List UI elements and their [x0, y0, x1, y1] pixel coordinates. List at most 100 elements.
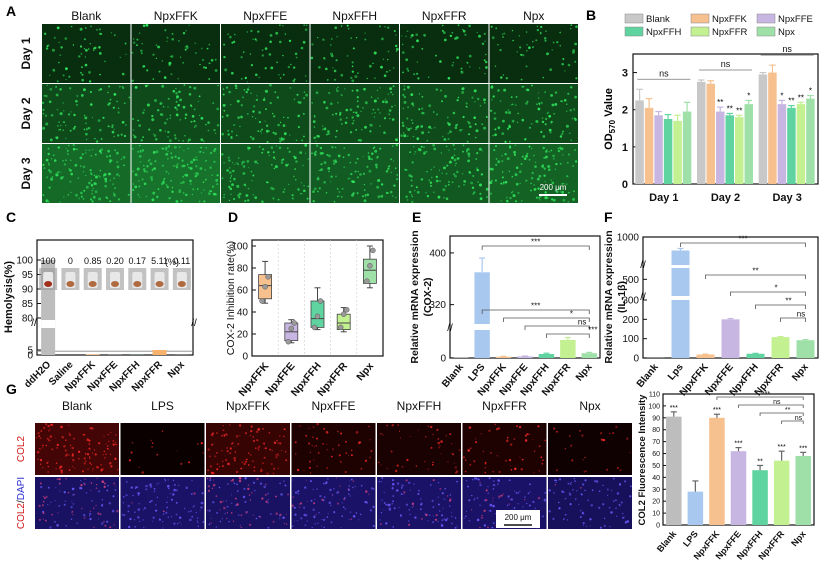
cell-dot — [411, 161, 414, 164]
cell-dot — [116, 173, 119, 176]
cell-dot — [282, 124, 286, 127]
cell-dot — [171, 38, 174, 41]
cell-dot — [432, 515, 434, 517]
micrograph-tile — [42, 24, 131, 83]
cell-dot — [209, 190, 212, 193]
cell-dot — [258, 146, 261, 148]
cell-dot — [479, 197, 483, 201]
cell-dot — [351, 89, 354, 92]
cell-dot — [484, 40, 486, 42]
panel-g-column-label: Blank — [62, 399, 93, 413]
data-point — [343, 307, 350, 313]
cell-dot — [573, 190, 575, 193]
cell-dot — [117, 198, 121, 201]
panel-g-column-label: Npx — [579, 399, 600, 413]
cell-dot — [411, 502, 415, 505]
ns-annotation: ns — [782, 44, 792, 54]
cell-dot — [95, 140, 99, 143]
cell-dot — [94, 137, 96, 140]
cell-dot — [149, 500, 152, 503]
cell-dot — [265, 129, 269, 133]
cell-dot — [136, 44, 138, 46]
cell-dot — [242, 172, 246, 175]
cell-dot — [491, 36, 495, 40]
cell-dot — [63, 196, 65, 198]
cell-dot — [210, 522, 212, 524]
significance-stars: *** — [670, 405, 678, 412]
cell-dot — [562, 518, 565, 521]
cell-dot — [255, 98, 259, 102]
cell-dot — [248, 494, 251, 496]
cell-dot — [173, 488, 176, 492]
cell-dot — [516, 425, 518, 427]
cell-dot — [55, 173, 59, 177]
cell-dot — [111, 124, 114, 127]
cell-dot — [492, 95, 495, 98]
cell-dot — [150, 499, 153, 502]
cell-dot — [282, 54, 284, 57]
cell-dot — [279, 435, 281, 437]
bar — [777, 104, 787, 184]
cell-dot — [169, 117, 171, 119]
cell-dot — [204, 66, 207, 69]
cell-dot — [295, 139, 298, 141]
cell-dot — [389, 117, 391, 120]
cell-dot — [370, 96, 373, 98]
cell-dot — [364, 38, 367, 41]
y-tick-label: 500 — [622, 275, 639, 286]
cell-dot — [62, 176, 65, 178]
cell-dot — [557, 147, 560, 150]
cell-dot — [244, 184, 247, 187]
cell-dot — [53, 159, 57, 162]
cell-dot — [59, 128, 61, 131]
cell-dot — [517, 112, 519, 115]
cell-dot — [209, 465, 212, 468]
cell-dot — [510, 104, 513, 106]
cell-dot — [230, 130, 234, 133]
cell-dot — [357, 72, 359, 74]
cell-dot — [394, 104, 396, 107]
legend-label: NpxFFR — [712, 27, 748, 38]
cell-dot — [125, 124, 127, 126]
cell-dot — [69, 129, 72, 132]
cell-dot — [180, 199, 183, 202]
cell-dot — [45, 495, 48, 498]
cell-dot — [306, 24, 308, 26]
cell-dot — [377, 97, 379, 99]
cell-dot — [207, 448, 210, 451]
cell-dot — [416, 61, 419, 63]
cell-dot — [531, 171, 534, 175]
cell-dot — [347, 488, 351, 491]
axis-break-mark: // — [31, 318, 37, 329]
cell-dot — [411, 506, 413, 508]
cell-dot — [113, 34, 116, 37]
cell-dot — [138, 124, 141, 127]
cell-dot — [407, 128, 411, 131]
cell-dot — [467, 154, 471, 158]
cell-dot — [524, 138, 527, 141]
cell-dot — [80, 191, 83, 195]
cell-dot — [214, 58, 217, 61]
cell-dot — [95, 487, 98, 490]
cell-dot — [108, 102, 111, 105]
cell-dot — [406, 117, 409, 120]
cell-dot — [476, 167, 478, 169]
cell-dot — [405, 479, 408, 482]
cell-dot — [313, 516, 316, 519]
cell-dot — [518, 35, 520, 37]
significance-stars: * — [780, 91, 783, 100]
cell-dot — [234, 84, 238, 87]
cell-dot — [171, 516, 173, 518]
cell-dot — [385, 522, 388, 525]
cell-dot — [169, 114, 172, 117]
cell-dot — [179, 516, 182, 519]
cell-dot — [456, 99, 459, 102]
cell-dot — [514, 173, 518, 177]
cell-dot — [203, 140, 205, 142]
cell-dot — [72, 127, 76, 130]
cell-dot — [410, 36, 412, 39]
cell-dot — [449, 130, 452, 134]
cell-dot — [103, 468, 105, 470]
cell-dot — [518, 425, 522, 429]
comparison-bracket — [759, 412, 804, 416]
